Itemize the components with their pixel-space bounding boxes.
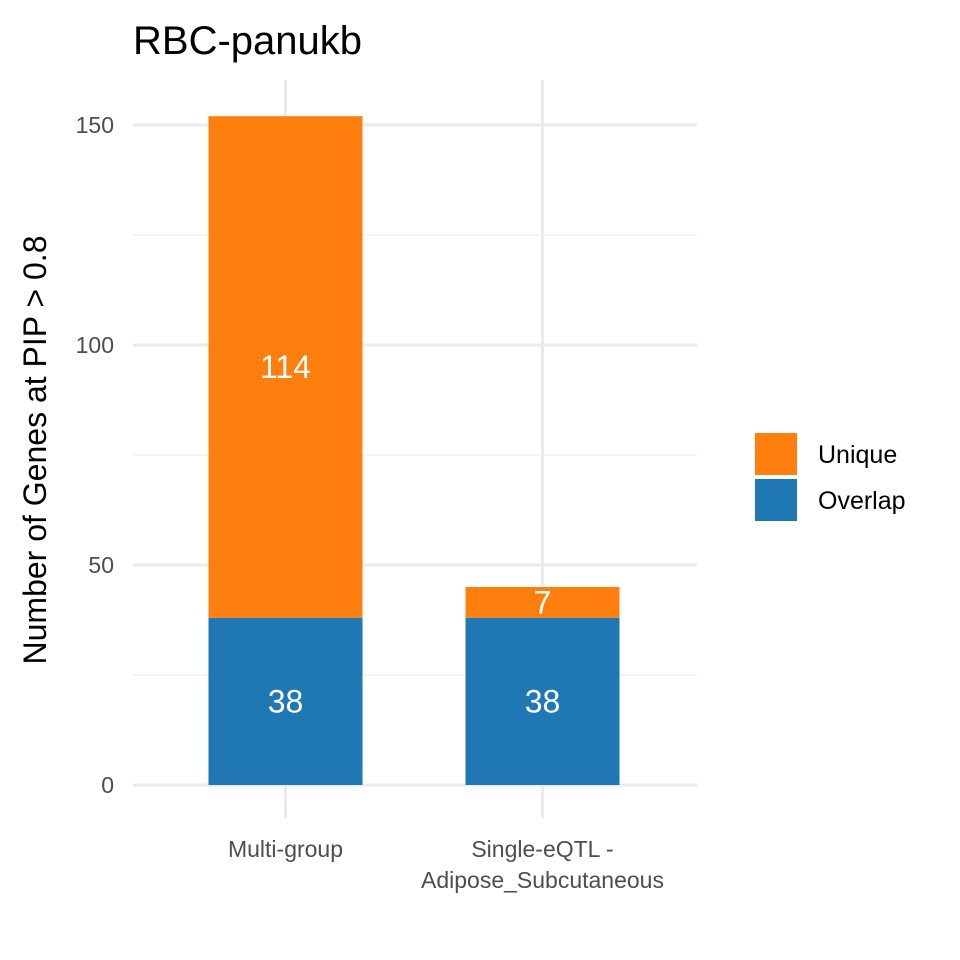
x-tick-label: Single-eQTL - Adipose_Subcutaneous xyxy=(421,836,664,893)
bar-value-label: 38 xyxy=(525,683,561,719)
bar-value-label: 114 xyxy=(260,349,311,385)
y-tick-label: 0 xyxy=(101,772,114,798)
bar-value-label: 7 xyxy=(534,584,552,620)
x-axis-ticks: Multi-group Single-eQTL - Adipose_Subcutan… xyxy=(228,836,664,893)
bar-value-label: 38 xyxy=(268,683,304,719)
y-tick-label: 50 xyxy=(88,552,114,578)
y-tick-label: 100 xyxy=(76,332,114,358)
legend: Unique Overlap xyxy=(755,433,906,521)
x-tick-label-line: Adipose_Subcutaneous xyxy=(421,867,664,893)
bar-segment-overlap xyxy=(208,617,363,785)
y-axis-label: Number of Genes at PIP > 0.8 xyxy=(17,236,53,665)
x-tick-label-line: Single-eQTL - xyxy=(471,836,613,862)
legend-label-overlap: Overlap xyxy=(818,487,906,515)
bar-segment-unique xyxy=(465,587,620,618)
bar-segment-overlap xyxy=(465,617,620,785)
legend-label-unique: Unique xyxy=(818,441,897,469)
legend-swatch-unique xyxy=(755,433,797,475)
bar-segment-unique xyxy=(208,116,363,618)
y-tick-label: 150 xyxy=(76,112,114,138)
x-tick-label-line: Multi-group xyxy=(228,836,343,862)
legend-swatch-overlap xyxy=(755,479,797,521)
x-tick-label: Multi-group xyxy=(228,836,343,862)
chart-title: RBC-panukb xyxy=(133,19,362,63)
bars: 38 114 38 7 xyxy=(208,116,620,785)
y-axis-ticks: 0 50 100 150 xyxy=(76,112,114,798)
